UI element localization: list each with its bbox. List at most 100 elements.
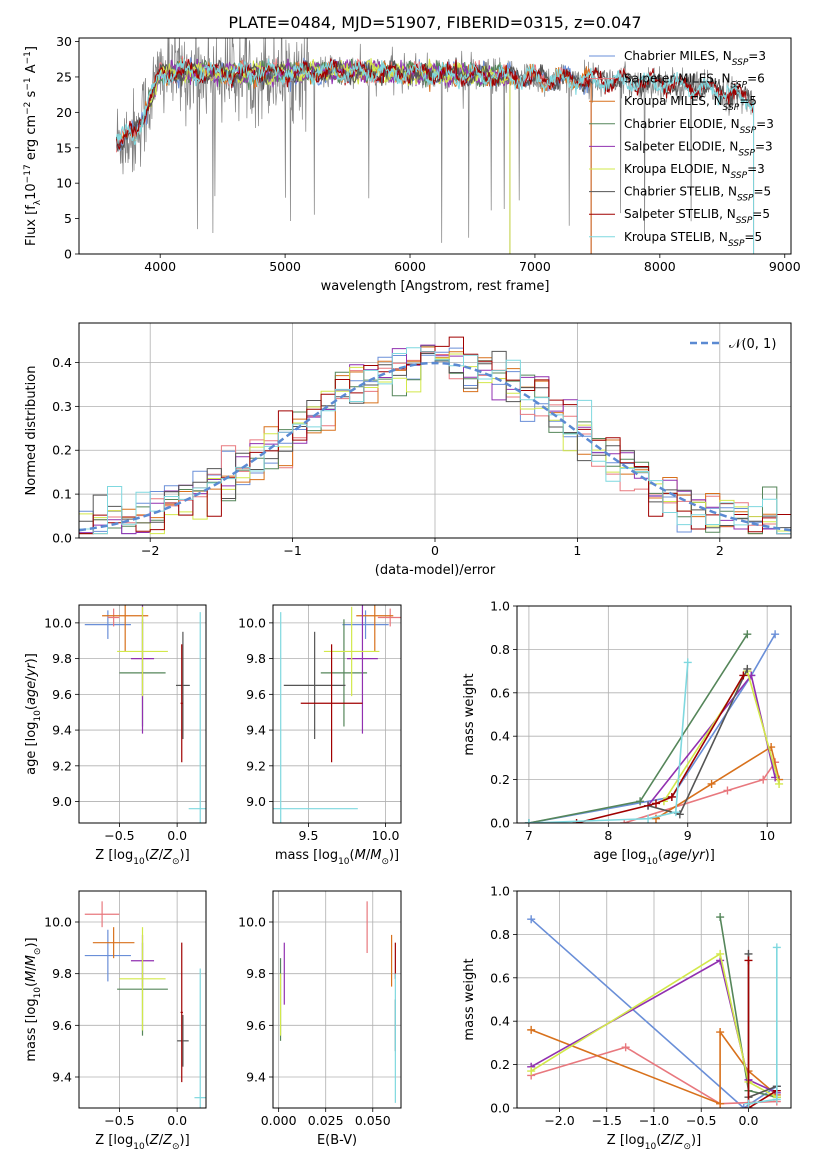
- marker-chabrier-elodie: [716, 913, 725, 922]
- y-tick-label: 5: [64, 211, 72, 226]
- text-part: Z: [149, 848, 160, 863]
- text-part: (: [658, 848, 663, 863]
- y-tick-label: 0.2: [490, 772, 510, 787]
- marker-chabrier-miles: [527, 915, 536, 924]
- y-tick-label: 10.0: [44, 915, 72, 930]
- text-part: A: [24, 64, 39, 77]
- legend-label-chabrier-miles: Chabrier MILES, NSSP=3: [624, 49, 766, 68]
- line-salpeter-stelib: [747, 960, 778, 1108]
- y-tick-label: 9.6: [52, 1018, 72, 1033]
- y-tick-label: 9.0: [52, 794, 72, 809]
- axes-frame: [516, 890, 792, 1109]
- text-part: −2: [23, 102, 33, 115]
- text-part: mass [: [24, 1018, 39, 1061]
- marker-kroupa-stelib: [671, 808, 680, 817]
- x-axis-label: age [log10(age/yr)]: [593, 848, 715, 867]
- text-part: Salpeter ELODIE, N: [624, 139, 738, 153]
- x-tick-label: 10: [759, 828, 775, 843]
- text-part: λ: [33, 199, 43, 205]
- x-tick-label: 9000: [769, 259, 801, 274]
- text-part: SSP: [737, 194, 754, 204]
- marker-kroupa-stelib: [744, 1099, 753, 1108]
- text-part: (: [350, 848, 355, 863]
- text-part: ⊙: [683, 1142, 691, 1152]
- marker-chabrier-elodie: [636, 797, 645, 806]
- text-part: a: [24, 697, 39, 705]
- text-part: Salpeter STELIB, N: [624, 207, 736, 221]
- text-part: log: [625, 1133, 645, 1148]
- text-part: wavelength [Angstrom, rest frame]: [321, 279, 550, 294]
- text-part: s: [24, 90, 39, 101]
- text-part: y: [691, 848, 700, 863]
- y-tick-label: 9.4: [246, 1070, 266, 1085]
- text-part: 10: [645, 1142, 657, 1152]
- marker-kroupa-stelib: [644, 814, 653, 823]
- text-part: y: [24, 668, 39, 677]
- marker-kroupa-miles: [716, 1028, 725, 1037]
- text-part: −17: [23, 164, 33, 183]
- x-tick-label: 0.000: [261, 1113, 297, 1128]
- x-tick-label: −0.5: [686, 1113, 716, 1128]
- marker-chabrier-miles: [771, 630, 780, 639]
- plot-area: [116, 38, 755, 254]
- legend-label-salpeter-miles: Salpeter MILES, NSSP=6: [624, 72, 765, 91]
- text-part: ⊙: [172, 1142, 180, 1152]
- text-part: /: [366, 848, 371, 863]
- y-tick-label: 9.8: [246, 966, 266, 981]
- x-axis-label: (data-model)/error: [375, 563, 496, 578]
- y-tick-label: 9.6: [52, 687, 72, 702]
- legend-label-kroupa-stelib: Kroupa STELIB, NSSP=5: [624, 230, 762, 249]
- text-part: ]: [24, 46, 39, 51]
- x-tick-label: −1.5: [592, 1113, 622, 1128]
- text-part: Kroupa MILES, N: [624, 94, 723, 108]
- y-tick-label: 1.0: [490, 599, 510, 614]
- text-part: 10: [133, 1142, 145, 1152]
- text-part: e: [679, 848, 687, 863]
- plot-area: [84, 901, 206, 1108]
- text-part: (: [145, 848, 150, 863]
- text-part: log: [318, 848, 338, 863]
- x-axis-label: mass [log10(M/M⊙)]: [275, 848, 399, 867]
- plot-area: [273, 605, 401, 823]
- y-tick-label: 10.0: [238, 615, 266, 630]
- marker-salpeter-stelib: [651, 799, 660, 808]
- text-part: mass weight: [462, 958, 477, 1040]
- text-part: 10: [33, 987, 43, 999]
- text-part: log: [113, 848, 133, 863]
- x-tick-label: −2: [141, 543, 159, 558]
- text-part: e: [24, 681, 39, 689]
- marker-kroupa-miles: [527, 1025, 536, 1034]
- text-part: /: [24, 966, 39, 971]
- text-part: Chabrier MILES, N: [624, 49, 732, 63]
- text-part: )]: [691, 1133, 701, 1148]
- line-salpeter-stelib: [576, 674, 744, 823]
- text-part: M: [24, 971, 39, 982]
- legend-label-salpeter-elodie: Salpeter ELODIE, NSSP=3: [624, 139, 773, 158]
- y-axis-label: mass weight: [462, 673, 477, 755]
- normal-curve: [79, 361, 791, 532]
- text-part: )]: [24, 653, 39, 663]
- axes-frame: [78, 890, 207, 1109]
- y-tick-label: 0.0: [490, 1101, 510, 1116]
- axes-frame: [272, 890, 402, 1109]
- text-part: (: [656, 1133, 661, 1148]
- text-part: /: [687, 848, 692, 863]
- axes-frame: [78, 604, 207, 824]
- text-part: (: [24, 705, 39, 710]
- y-tick-label: 9.4: [52, 723, 72, 738]
- x-tick-label: −1: [283, 543, 301, 558]
- panel-massweight-vs-Z: −2.0 −1.5 −1.0 −0.5 0.0 0.0 0.2 0.4 0.6 0.8 1.0 Z […: [462, 884, 792, 1152]
- y-tick-label: 9.8: [246, 651, 266, 666]
- text-part: Z: [149, 1133, 160, 1148]
- marker-chabrier-elodie: [743, 630, 752, 639]
- marker-salpeter-miles: [621, 1043, 630, 1052]
- y-tick-label: 0.4: [490, 729, 510, 744]
- x-tick-label: 4000: [144, 259, 176, 274]
- panel-spectrum: 4000 5000 6000 7000 8000 9000 0 5 10 15 20 25 30 wave…: [23, 34, 801, 294]
- text-part: =3: [748, 49, 766, 63]
- x-tick-label: 0.025: [308, 1113, 344, 1128]
- text-part: SSP: [736, 216, 753, 226]
- y-tick-label: 9.0: [246, 794, 266, 809]
- model-line-kroupa-stelib: [116, 57, 754, 145]
- y-axis-label: mass weight: [462, 958, 477, 1040]
